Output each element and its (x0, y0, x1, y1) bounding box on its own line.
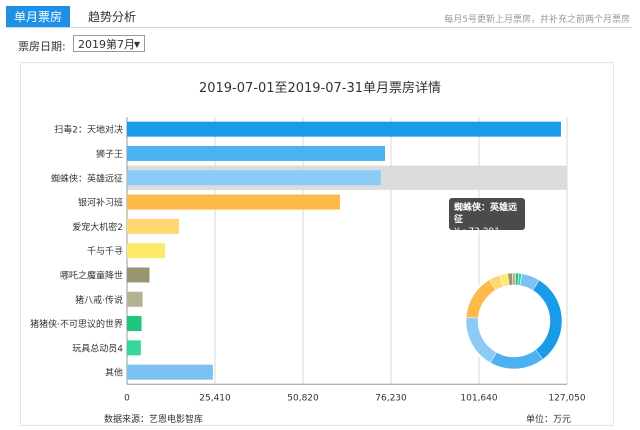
tab-monthly-boxoffice[interactable]: 单月票房 (6, 6, 70, 28)
tooltip-title: 蜘蛛侠：英雄远征 (454, 203, 518, 225)
tab-bar: 单月票房 趋势分析 每月5号更新上月票房，并补充之前两个月票房 (0, 0, 640, 28)
unit-label: 单位：万元 (526, 415, 572, 425)
date-select[interactable]: 2019第7月 ▼ (73, 35, 145, 52)
chart-tooltip: 蜘蛛侠：英雄远征 ¥ : 73,291 (449, 198, 525, 237)
update-note: 每月5号更新上月票房，并补充之前两个月票房 (444, 15, 630, 25)
tab-divider (6, 27, 632, 28)
date-select-value: 2019第7月 (78, 38, 135, 51)
date-filter-label: 票房日期: (18, 40, 66, 53)
chevron-down-icon: ▼ (133, 40, 140, 49)
chart-panel (20, 62, 614, 426)
tab-trend-analysis[interactable]: 趋势分析 (87, 10, 136, 24)
data-source: 数据来源：艺恩电影智库 (104, 415, 204, 425)
tooltip-value: ¥ : 73,291 (454, 227, 500, 237)
